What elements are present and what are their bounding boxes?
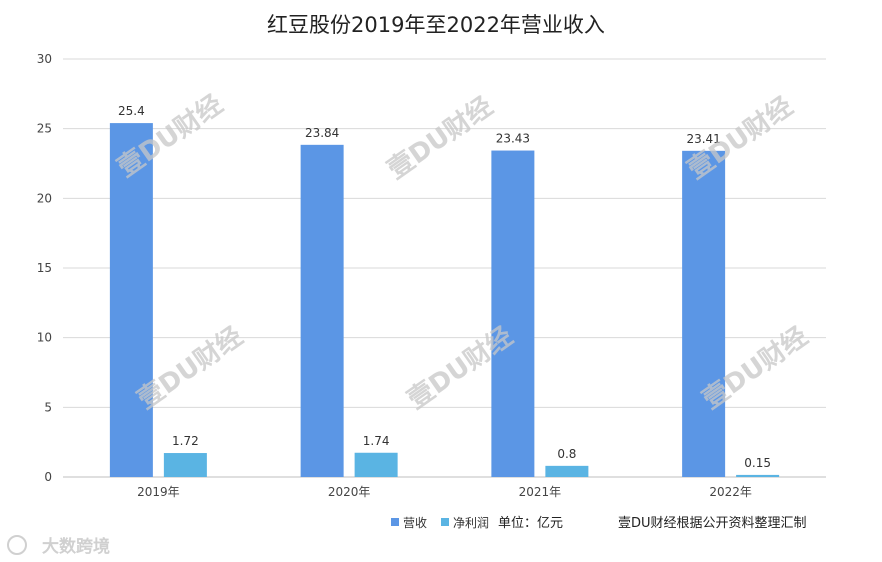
bar-revenue xyxy=(491,150,535,478)
data-label: 1.74 xyxy=(363,434,390,448)
y-tick-label: 10 xyxy=(37,331,52,345)
y-tick-label: 30 xyxy=(37,52,52,66)
y-axis-ticks: 0 5 10 15 20 25 30 xyxy=(37,52,52,484)
y-tick-label: 5 xyxy=(44,400,52,414)
watermark-text: 壹DU财经 xyxy=(382,91,499,186)
x-tick-label: 2022年 xyxy=(709,485,752,499)
bar-net-profit xyxy=(354,452,398,477)
x-axis-ticks: 2019年 2020年 2021年 2022年 xyxy=(137,485,752,499)
bar-revenue xyxy=(300,144,344,477)
data-label: 23.43 xyxy=(496,132,530,146)
legend-swatch xyxy=(441,518,449,526)
corner-logo: 大数跨境 xyxy=(7,535,110,557)
logo-text: 大数跨境 xyxy=(42,536,110,557)
legend: 营收 净利润 xyxy=(391,516,489,530)
data-labels: 25.4 1.72 23.84 1.74 23.43 0.8 23.41 0.15 xyxy=(118,104,771,470)
y-tick-label: 25 xyxy=(37,122,52,136)
bars xyxy=(109,123,780,478)
y-tick-label: 15 xyxy=(37,261,52,275)
data-label: 23.84 xyxy=(305,126,339,140)
bar-revenue xyxy=(109,123,153,478)
x-tick-label: 2019年 xyxy=(137,485,180,499)
legend-swatch xyxy=(391,518,399,526)
y-tick-label: 20 xyxy=(37,191,52,205)
bar-net-profit xyxy=(163,453,207,477)
data-label: 25.4 xyxy=(118,104,145,118)
x-tick-label: 2021年 xyxy=(519,485,562,499)
legend-label: 营收 xyxy=(403,516,427,530)
data-label: 23.41 xyxy=(686,132,720,146)
y-tick-label: 0 xyxy=(44,470,52,484)
bar-net-profit xyxy=(545,465,589,477)
source-label: 壹DU财经根据公开资料整理汇制 xyxy=(618,516,807,531)
data-label: 0.15 xyxy=(744,456,771,470)
legend-label: 净利润 xyxy=(453,516,489,530)
logo-icon xyxy=(7,535,27,555)
x-tick-label: 2020年 xyxy=(328,485,371,499)
data-label: 1.72 xyxy=(172,434,199,448)
gridlines xyxy=(63,58,826,478)
data-label: 0.8 xyxy=(557,447,576,461)
bar-net-profit xyxy=(736,474,780,477)
unit-label: 单位：亿元 xyxy=(498,516,563,531)
bar-revenue xyxy=(682,150,726,477)
chart-title: 红豆股份2019年至2022年营业收入 xyxy=(267,13,605,37)
